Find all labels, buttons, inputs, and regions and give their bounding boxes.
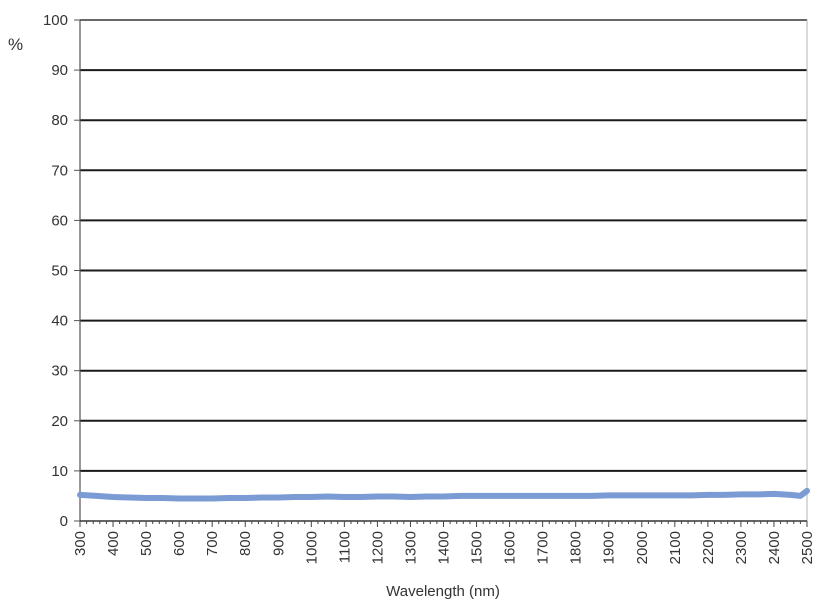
y-tick-label: 60 <box>51 212 68 229</box>
x-tick-label: 1900 <box>601 531 618 564</box>
y-tick-label: 50 <box>51 263 68 280</box>
x-tick-label: 1500 <box>469 531 486 564</box>
x-tick-label: 400 <box>105 531 122 556</box>
x-tick-label: 2200 <box>700 531 717 564</box>
series <box>77 487 810 502</box>
x-tick-label: 2300 <box>733 531 750 564</box>
x-tick-label: 2500 <box>799 531 815 564</box>
y-tick-label: 70 <box>51 162 68 179</box>
x-tick-label: 2400 <box>766 531 783 564</box>
y-tick-label: 30 <box>51 363 68 380</box>
x-tick-label: 800 <box>237 531 254 556</box>
x-tick-label: 1600 <box>502 531 519 564</box>
x-tick-label: 700 <box>204 531 221 556</box>
y-tick-label: 100 <box>43 12 68 29</box>
x-tick-label: 300 <box>72 531 89 556</box>
x-axis-label: Wavelength (nm) <box>386 583 500 600</box>
y-tick-label: 20 <box>51 413 68 430</box>
x-tick-label: 1200 <box>369 531 386 564</box>
x-tick-label: 1300 <box>402 531 419 564</box>
x-tick-label: 1000 <box>303 531 320 564</box>
x-tick-label: 2100 <box>667 531 684 564</box>
y-tick-label: 0 <box>60 513 68 530</box>
y-tick-label: 90 <box>51 62 68 79</box>
x-tick-label: 500 <box>138 531 155 556</box>
x-tick-label: 1100 <box>336 531 353 563</box>
series-line <box>77 487 810 502</box>
y-tick-labels: 0 10 20 30 40 50 60 70 80 90 100 <box>43 12 68 530</box>
x-tick-label: 2000 <box>634 531 651 564</box>
x-tick-label: 600 <box>171 531 188 556</box>
x-tick-label: 1700 <box>535 531 552 564</box>
y-tick-label: 40 <box>51 313 68 330</box>
x-tick-label: 1800 <box>568 531 585 564</box>
y-axis-label: % <box>8 35 23 54</box>
x-tick-label: 900 <box>270 531 287 556</box>
x-tick-label: 1400 <box>436 531 453 564</box>
y-tick-label: 10 <box>51 463 68 480</box>
grid-lines <box>80 19 807 472</box>
x-tick-labels: 300 400 500 600 700 800 900 1000 1100 1200 1300 140… <box>72 531 815 564</box>
y-tick-label: 80 <box>51 112 68 129</box>
axes <box>74 19 808 527</box>
